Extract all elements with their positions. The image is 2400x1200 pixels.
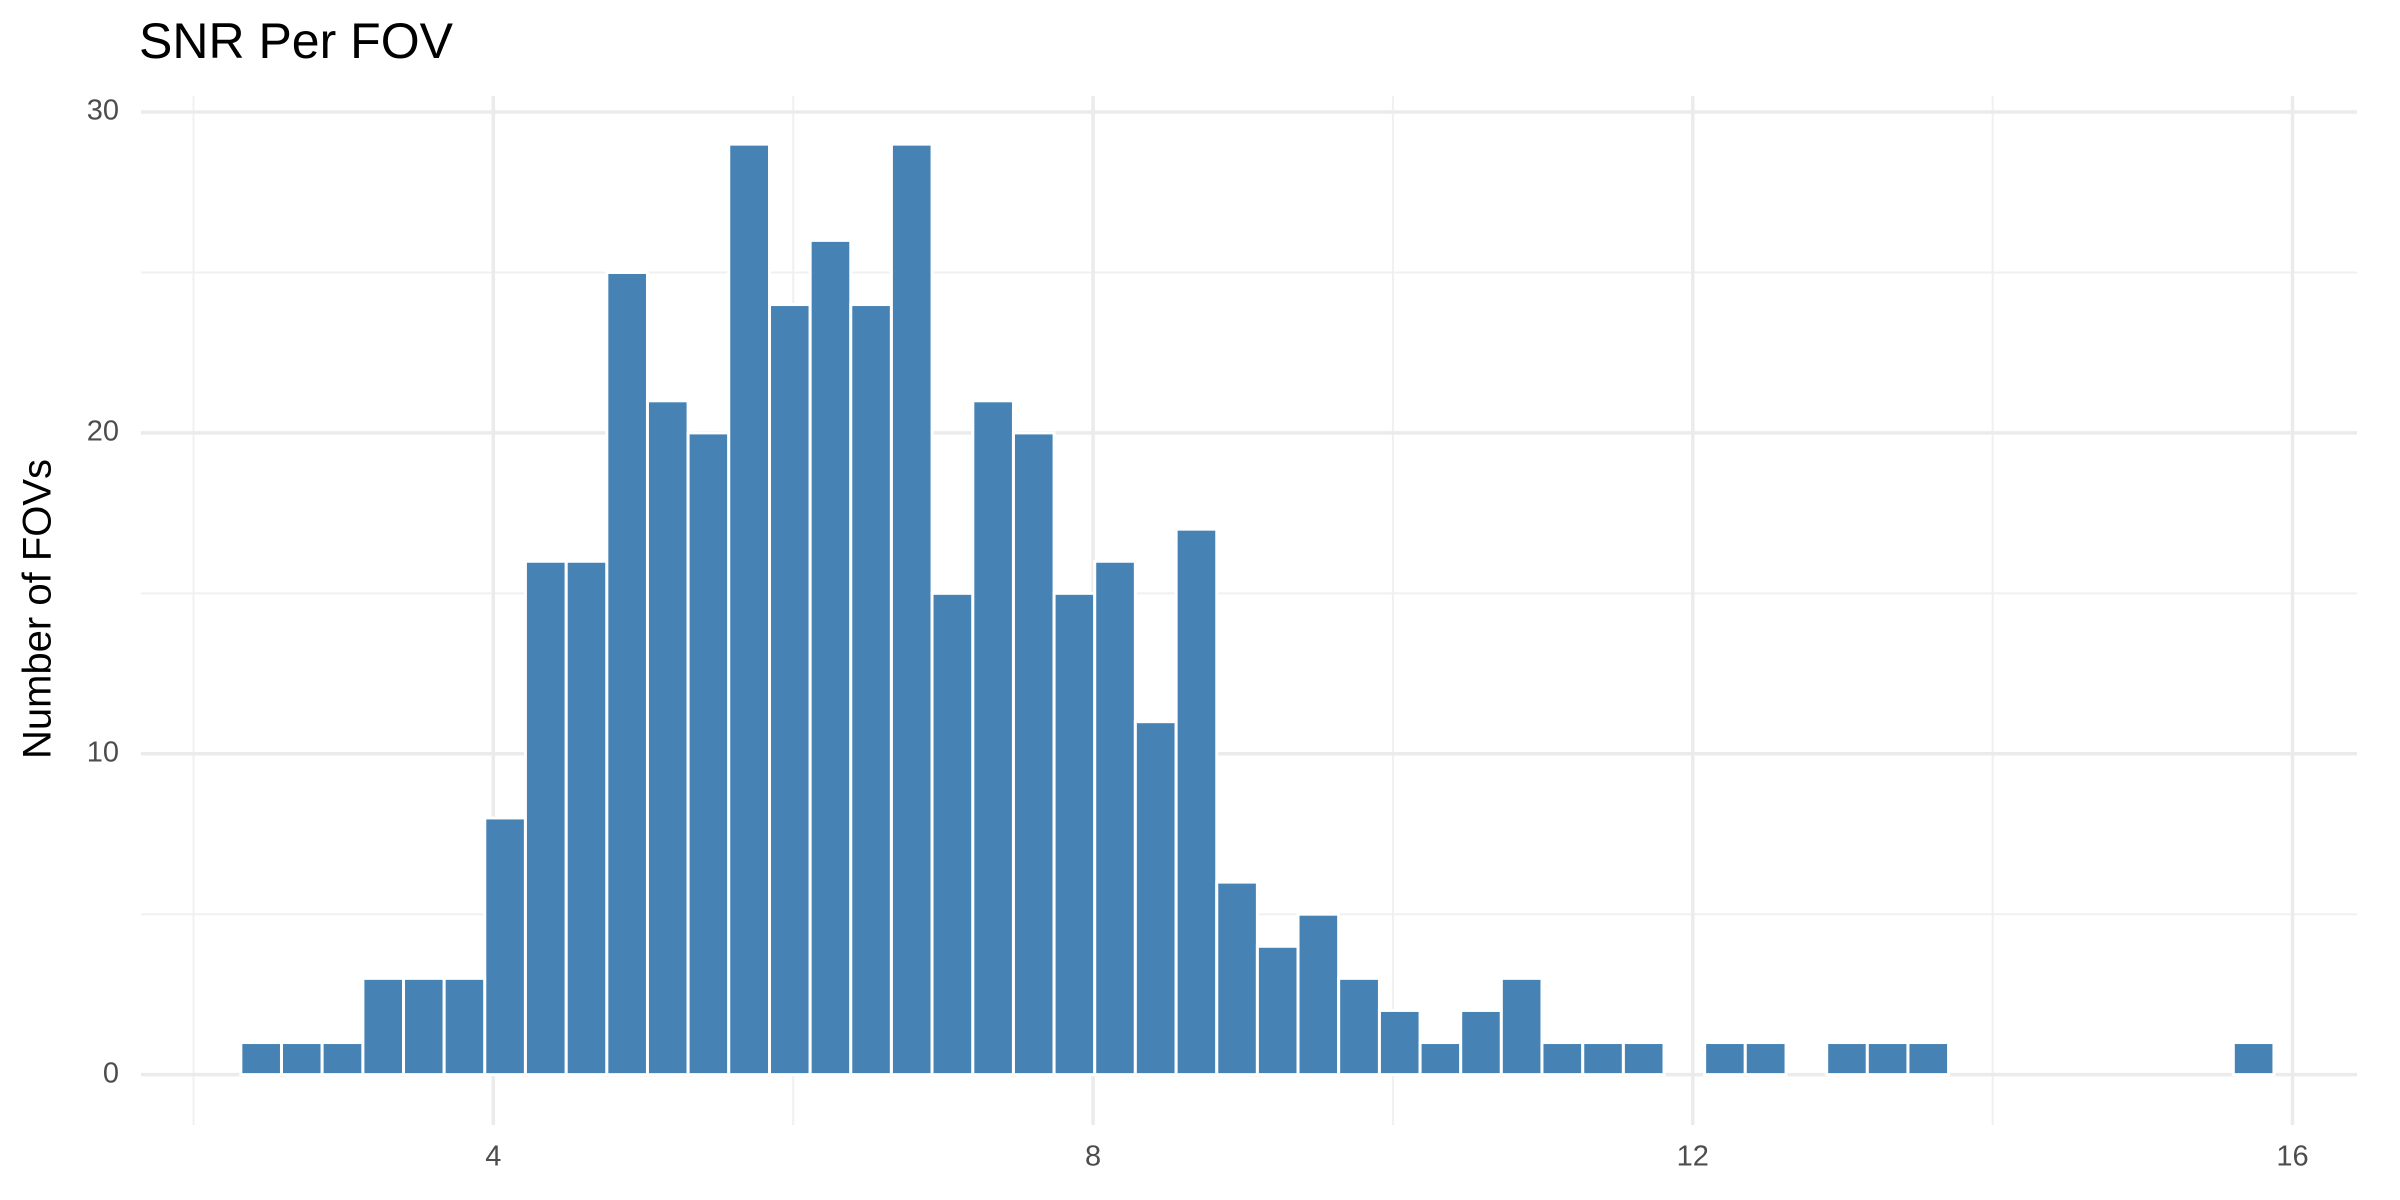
bar (1459, 1008, 1503, 1077)
bar (1052, 591, 1097, 1077)
y-axis-title: Number of FOVs (16, 459, 60, 759)
y-tick-label: 10 (87, 736, 119, 768)
bar (1093, 559, 1137, 1077)
bar (971, 399, 1015, 1077)
bar (1337, 976, 1381, 1077)
bar (1621, 1041, 1666, 1077)
bar (402, 976, 446, 1077)
bar (1255, 944, 1300, 1077)
bar (1906, 1041, 1951, 1077)
bar (1581, 1041, 1625, 1077)
bar (564, 559, 609, 1077)
bar (361, 976, 406, 1077)
bar (686, 431, 731, 1077)
x-tick-label: 8 (1085, 1141, 1101, 1173)
bar (523, 559, 568, 1077)
y-tick-label: 20 (87, 416, 119, 448)
bar (849, 303, 893, 1077)
bar (1499, 976, 1544, 1077)
bar (1011, 431, 1056, 1077)
x-tick-label: 12 (1677, 1141, 1709, 1173)
bar (1865, 1041, 1910, 1077)
bar (1540, 1041, 1585, 1077)
bar (1743, 1041, 1788, 1077)
bar (483, 816, 527, 1077)
x-tick-label: 16 (2276, 1141, 2308, 1173)
bar (2231, 1041, 2276, 1077)
bar (889, 142, 934, 1077)
y-tick-label: 0 (103, 1057, 119, 1089)
bar (930, 591, 975, 1077)
bar (320, 1041, 365, 1077)
bar (1215, 880, 1259, 1077)
bar (1174, 527, 1219, 1077)
bar (279, 1041, 324, 1077)
bar (1418, 1041, 1463, 1077)
bar (645, 399, 690, 1077)
bar (239, 1041, 283, 1077)
bar (1296, 912, 1341, 1077)
y-tick-label: 30 (87, 95, 119, 127)
bar (808, 238, 853, 1077)
bar (605, 270, 649, 1077)
bar (1825, 1041, 1869, 1077)
bar (442, 976, 487, 1077)
bar (1703, 1041, 1747, 1077)
bar (1133, 720, 1178, 1077)
bar (1377, 1008, 1422, 1077)
bar (727, 142, 772, 1077)
bar (768, 303, 812, 1077)
x-tick-label: 4 (485, 1141, 501, 1173)
chart-title: SNR Per FOV (139, 13, 454, 69)
